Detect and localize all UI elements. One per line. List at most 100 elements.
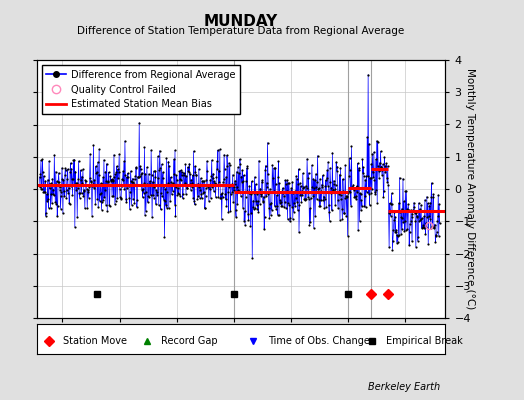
Point [236, 156, 244, 162]
Point [296, 180, 304, 186]
Point [304, 194, 312, 201]
Point [309, 176, 318, 182]
Point [78, 180, 86, 186]
Point [216, 146, 224, 153]
Point [128, 179, 136, 185]
Point [52, 178, 61, 185]
Point [258, 177, 267, 183]
Point [167, 178, 176, 185]
Point [41, 178, 49, 184]
Point [254, 198, 262, 204]
Point [238, 167, 246, 173]
Point [155, 167, 163, 173]
Point [376, 166, 384, 173]
Point [374, 162, 383, 169]
Point [248, 204, 257, 210]
Point [177, 177, 185, 183]
Point [200, 205, 209, 211]
Point [71, 224, 79, 230]
Point [141, 208, 150, 214]
Point [420, 224, 429, 231]
Point [421, 196, 429, 203]
Point [343, 193, 351, 199]
Point [344, 188, 353, 195]
Point [338, 205, 346, 212]
Point [220, 151, 228, 158]
Point [383, 174, 391, 181]
Point [197, 191, 205, 197]
Point [99, 199, 107, 205]
Point [45, 204, 53, 211]
Point [308, 162, 316, 168]
Point [388, 246, 397, 253]
Point [346, 166, 354, 173]
Point [93, 169, 101, 175]
Point [38, 185, 46, 192]
Point [290, 200, 298, 206]
Point [200, 178, 208, 184]
Point [171, 147, 179, 154]
Point [217, 191, 225, 198]
Point [41, 212, 50, 219]
Point [350, 194, 358, 200]
Point [187, 176, 195, 183]
Point [49, 186, 58, 193]
Point [358, 202, 366, 209]
Point [406, 228, 414, 235]
Point [125, 195, 134, 202]
Point [324, 202, 333, 208]
Point [198, 195, 206, 201]
Point [130, 200, 139, 206]
Point [70, 156, 79, 163]
Point [221, 196, 230, 202]
Point [177, 167, 185, 174]
Point [57, 189, 66, 196]
Point [213, 166, 222, 172]
Point [161, 198, 169, 204]
Point [262, 193, 270, 200]
Point [169, 171, 178, 177]
Point [416, 206, 424, 212]
Point [219, 194, 227, 200]
Point [134, 173, 143, 180]
Point [418, 225, 426, 232]
Point [113, 195, 122, 201]
Point [166, 198, 174, 204]
Point [147, 171, 156, 178]
Point [72, 180, 81, 186]
Point [379, 161, 387, 167]
Point [139, 190, 148, 196]
Point [398, 226, 406, 232]
Point [375, 167, 383, 174]
Point [435, 220, 444, 227]
Text: Record Gap: Record Gap [161, 336, 218, 346]
Point [117, 195, 125, 201]
Point [60, 188, 68, 194]
Point [176, 193, 184, 199]
Point [280, 204, 288, 210]
Point [314, 186, 322, 192]
Point [266, 186, 274, 192]
Point [331, 186, 339, 192]
Point [289, 216, 297, 222]
Point [255, 157, 263, 164]
Point [138, 194, 147, 200]
Point [399, 176, 407, 182]
Point [425, 202, 433, 209]
Point [293, 207, 302, 214]
Point [132, 164, 140, 170]
Point [302, 196, 310, 202]
Point [409, 208, 418, 214]
Point [54, 170, 63, 176]
Point [156, 165, 165, 171]
Point [44, 196, 52, 203]
Point [429, 193, 437, 200]
Point [211, 180, 219, 186]
Point [57, 193, 65, 200]
Point [214, 194, 223, 200]
Point [333, 163, 341, 170]
Point [230, 184, 238, 190]
Point [336, 216, 344, 223]
Point [250, 190, 258, 196]
Point [397, 231, 405, 237]
